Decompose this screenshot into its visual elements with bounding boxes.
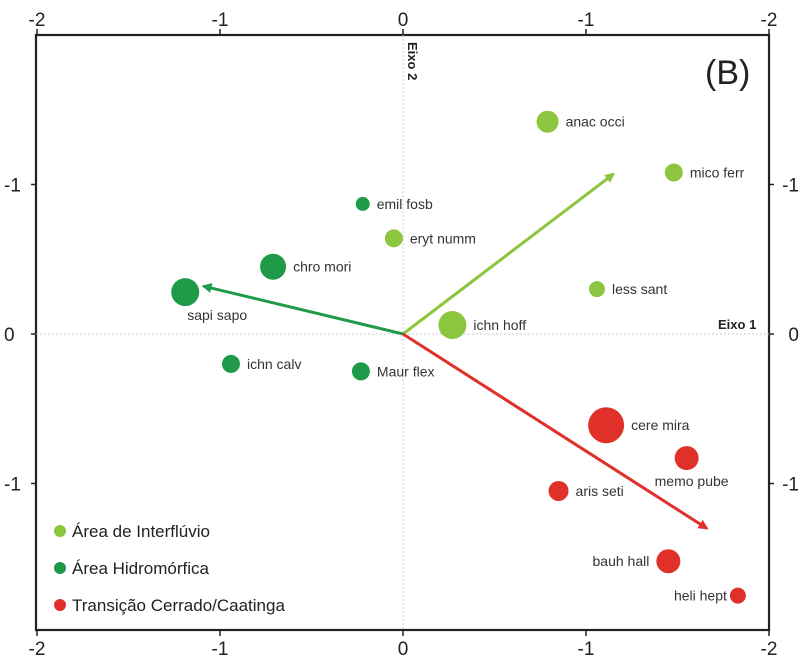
point-less-sant xyxy=(588,281,605,298)
legend-label-hidromorfica: Área Hidromórfica xyxy=(72,559,210,578)
point-label-ichn-calv: ichn calv xyxy=(247,356,301,372)
x-tick-label-bottom: -1 xyxy=(212,639,229,660)
x-axis-title: Eixo 1 xyxy=(718,317,756,332)
point-label-sapi-sapo: sapi sapo xyxy=(187,307,247,323)
x-tick-label-bottom: 0 xyxy=(398,639,409,660)
point-cere-mira xyxy=(588,407,625,444)
point-anac-occi xyxy=(536,110,559,133)
vector-arrow-transicao xyxy=(402,332,709,530)
point-label-memo-pube: memo pube xyxy=(655,473,729,489)
point-mico-ferr xyxy=(664,163,683,182)
point-ichn-calv xyxy=(221,354,240,373)
point-label-anac-occi: anac occi xyxy=(566,114,625,130)
point-maur-flex xyxy=(351,362,370,381)
x-tick-label-bottom: -1 xyxy=(578,639,595,660)
point-label-chro-mori: chro mori xyxy=(293,259,351,275)
x-tick-label-top: -1 xyxy=(578,10,595,31)
point-label-less-sant: less sant xyxy=(612,281,667,297)
point-label-heli-hept: heli hept xyxy=(674,588,727,604)
point-label-maur-flex: Maur flex xyxy=(377,363,435,379)
y-tick-label-right: -1 xyxy=(782,176,799,197)
panel-label: (B) xyxy=(705,54,750,92)
legend: Área de Interflúvio Área Hidromórfica Tran… xyxy=(54,522,285,615)
point-memo-pube xyxy=(674,446,699,471)
y-tick-label-right: -1 xyxy=(782,475,799,496)
point-eryt-numm xyxy=(384,229,403,248)
point-label-aris-seti: aris seti xyxy=(576,483,624,499)
vector-arrow-interfluvio xyxy=(402,172,616,336)
x-tick-label-top: -1 xyxy=(212,10,229,31)
biplot-vectors xyxy=(201,172,709,530)
x-tick-label-bottom: -2 xyxy=(29,639,46,660)
point-label-mico-ferr: mico ferr xyxy=(690,165,745,181)
point-bauh-hall xyxy=(656,549,681,574)
x-tick-label-top: -2 xyxy=(29,10,46,31)
point-ichn-hoff xyxy=(438,311,467,340)
x-tick-label-top: -2 xyxy=(761,10,778,31)
point-label-eryt-numm: eryt numm xyxy=(410,230,476,246)
legend-marker-hidromorfica xyxy=(54,562,66,574)
legend-marker-interfluvio xyxy=(54,525,66,537)
axis-ticks: -2 -2 -1 -1 0 0 -1 -1 -2 -2 -1 0 -1 -1 0 -1 xyxy=(4,10,799,660)
point-label-emil-fosb: emil fosb xyxy=(377,196,433,212)
y-tick-label-right: 0 xyxy=(788,325,799,346)
point-emil-fosb xyxy=(355,196,370,211)
point-aris-seti xyxy=(548,480,569,501)
x-tick-label-top: 0 xyxy=(398,10,409,31)
point-sapi-sapo xyxy=(171,278,200,307)
y-tick-label-left: 0 xyxy=(4,325,15,346)
point-label-cere-mira: cere mira xyxy=(631,417,690,433)
legend-label-transicao: Transição Cerrado/Caatinga xyxy=(72,596,285,615)
legend-label-interfluvio: Área de Interflúvio xyxy=(72,522,210,541)
point-heli-hept xyxy=(729,587,746,604)
y-axis-title: Eixo 2 xyxy=(405,42,420,80)
vector-arrow-hidromorfica xyxy=(201,283,404,336)
y-tick-label-left: -1 xyxy=(4,475,21,496)
x-tick-label-bottom: -2 xyxy=(761,639,778,660)
point-chro-mori xyxy=(260,253,287,280)
point-label-bauh-hall: bauh hall xyxy=(593,553,650,569)
y-tick-label-left: -1 xyxy=(4,176,21,197)
point-label-ichn-hoff: ichn hoff xyxy=(473,317,526,333)
data-points: anac occi mico ferr eryt numm less sant ichn… xyxy=(171,110,746,604)
legend-marker-transicao xyxy=(54,599,66,611)
